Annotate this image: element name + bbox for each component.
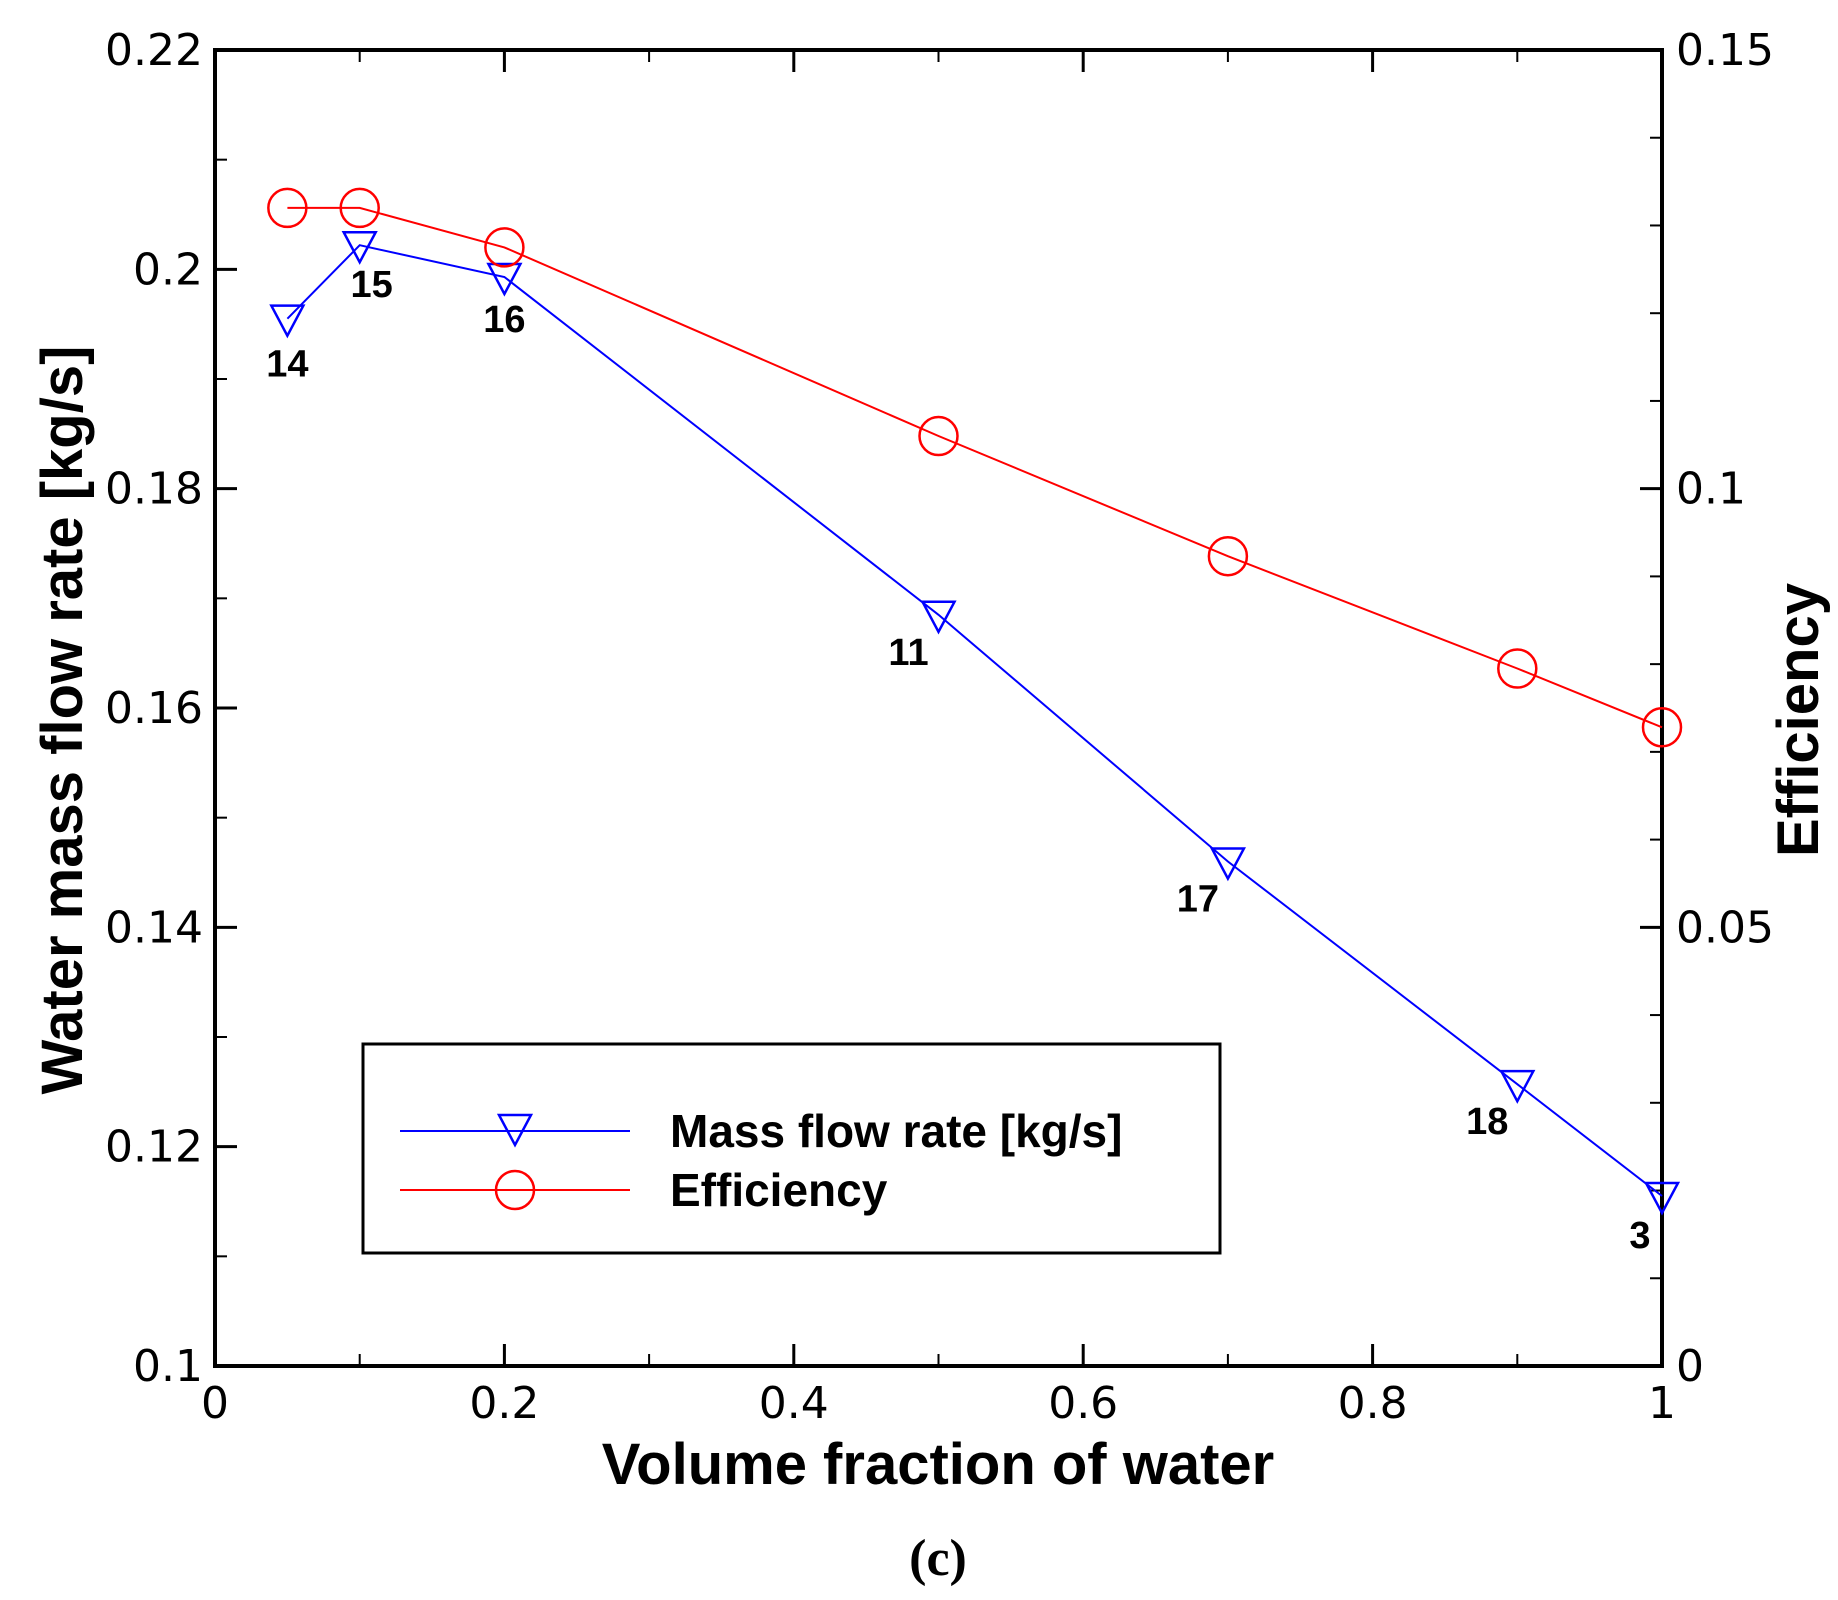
y2-tick-label: 0.15 (1676, 25, 1774, 76)
y-tick-label: 0.14 (105, 902, 203, 953)
axis-ticks: 0 0.2 0.4 0.6 0.8 1 0.1 0.12 0.14 0.16 0.18 0.2 0.22… (105, 25, 1774, 1429)
mass-flow-point (1209, 847, 1246, 882)
x-tick-label: 0.2 (469, 1378, 539, 1429)
figure-caption: (c) (909, 1530, 967, 1587)
efficiency-point (918, 415, 959, 457)
legend-mass-flow-label: Mass flow rate [kg/s] (670, 1105, 1122, 1157)
mass-flow-point (269, 304, 306, 339)
legend-mass-flow-marker (496, 1113, 534, 1148)
legend-efficiency-marker (494, 1169, 536, 1211)
y-tick-label: 0.16 (105, 683, 203, 734)
efficiency-point (1207, 535, 1249, 577)
y2-tick-label: 0.1 (1676, 464, 1746, 515)
efficiency-point (267, 187, 308, 229)
point-label: 3 (1629, 1215, 1650, 1257)
point-label: 15 (351, 264, 393, 306)
y-tick-label: 0.18 (105, 464, 203, 515)
mass-flow-point (341, 230, 378, 265)
y-axis-title: Water mass flow rate [kg/s] (30, 346, 95, 1095)
mass-flow-point (1499, 1069, 1536, 1104)
mass-flow-point (920, 600, 957, 635)
x-tick-label: 0.6 (1048, 1378, 1118, 1429)
series-line-mass-flow (286, 244, 1663, 1197)
y2-tick-label: 0.05 (1676, 902, 1774, 953)
x-tick-label: 0.4 (759, 1378, 829, 1429)
point-label: 16 (483, 299, 525, 341)
x-tick-label: 1 (1648, 1378, 1676, 1429)
point-label: 14 (266, 344, 308, 386)
point-label: 18 (1466, 1101, 1508, 1143)
efficiency-point (1641, 707, 1683, 748)
y-tick-label: 0.12 (105, 1122, 203, 1173)
y2-axis-title: Efficiency (1766, 583, 1831, 857)
y-tick-label: 0.1 (133, 1341, 203, 1392)
efficiency-point (339, 187, 380, 229)
legend-box (361, 1042, 1222, 1255)
efficiency-point (484, 227, 525, 268)
point-label: 11 (888, 632, 928, 674)
point-labels: 14 15 16 11 17 18 3 (266, 264, 1650, 1257)
y-tick-label: 0.22 (105, 25, 203, 76)
y-tick-label: 0.2 (133, 244, 203, 295)
mass-flow-point (486, 262, 523, 297)
point-label: 17 (1177, 879, 1219, 921)
x-tick-label: 0.8 (1338, 1378, 1408, 1429)
efficiency-point (1497, 648, 1538, 689)
series-layer (267, 187, 1683, 1216)
x-tick-label: 0 (201, 1378, 229, 1429)
mass-flow-point (1643, 1181, 1681, 1216)
series-line-efficiency (287, 206, 1663, 729)
legend: Mass flow rate [kg/s] Efficiency (361, 1042, 1222, 1255)
x-axis-title: Volume fraction of water (602, 1432, 1274, 1497)
y2-tick-label: 0 (1676, 1341, 1704, 1392)
legend-efficiency-label: Efficiency (670, 1164, 888, 1216)
